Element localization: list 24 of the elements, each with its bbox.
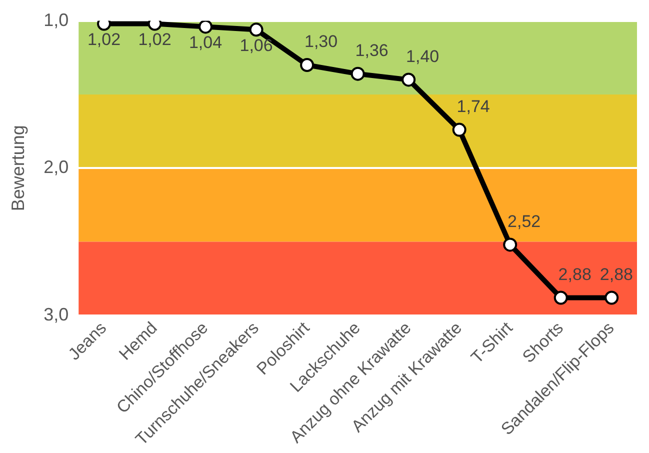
point [452, 122, 466, 137]
point [350, 66, 365, 81]
data-label: 1,04 [188, 32, 222, 52]
point [198, 20, 213, 34]
data-label: 2,88 [558, 264, 592, 284]
y-tick-label: 3,0 [44, 304, 69, 324]
point [554, 290, 568, 305]
data-label: 1,36 [355, 41, 388, 60]
data-label: 1,30 [304, 32, 338, 52]
y-axis-title: Bewertung [8, 125, 28, 212]
point [503, 238, 518, 252]
point [300, 58, 314, 72]
data-label: 1,06 [240, 36, 273, 55]
data-label: 1,40 [406, 46, 440, 66]
data-label: 2,52 [508, 212, 541, 231]
y-tick-label: 1,0 [44, 10, 69, 30]
y-tick-label: 2,0 [44, 157, 69, 178]
data-label: 1,02 [138, 30, 172, 49]
point [604, 290, 619, 305]
point [402, 72, 416, 87]
data-label: 1,02 [87, 30, 121, 49]
data-label: 1,74 [456, 96, 490, 116]
point [249, 22, 264, 37]
data-label: 2,88 [600, 264, 634, 284]
